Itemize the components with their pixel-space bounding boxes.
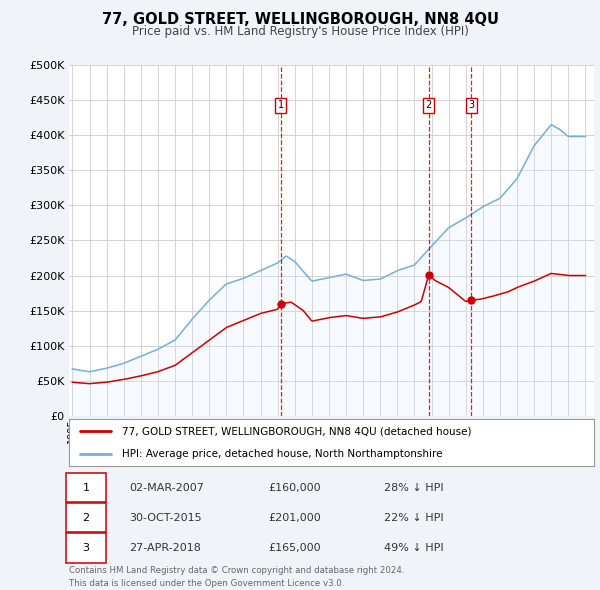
Text: 1: 1: [277, 100, 284, 110]
Text: 77, GOLD STREET, WELLINGBOROUGH, NN8 4QU: 77, GOLD STREET, WELLINGBOROUGH, NN8 4QU: [101, 12, 499, 27]
FancyBboxPatch shape: [67, 473, 106, 502]
Text: This data is licensed under the Open Government Licence v3.0.: This data is licensed under the Open Gov…: [69, 579, 344, 588]
Text: 2: 2: [83, 513, 89, 523]
Text: £165,000: £165,000: [269, 543, 321, 553]
Text: 02-MAR-2007: 02-MAR-2007: [130, 483, 204, 493]
Text: 3: 3: [83, 543, 89, 553]
Text: 22% ↓ HPI: 22% ↓ HPI: [384, 513, 443, 523]
Text: 2: 2: [425, 100, 432, 110]
Text: 3: 3: [469, 100, 475, 110]
FancyBboxPatch shape: [67, 533, 106, 562]
Text: 77, GOLD STREET, WELLINGBOROUGH, NN8 4QU (detached house): 77, GOLD STREET, WELLINGBOROUGH, NN8 4QU…: [121, 426, 471, 436]
Text: 28% ↓ HPI: 28% ↓ HPI: [384, 483, 443, 493]
Text: 49% ↓ HPI: 49% ↓ HPI: [384, 543, 443, 553]
Text: £201,000: £201,000: [269, 513, 321, 523]
Text: Contains HM Land Registry data © Crown copyright and database right 2024.: Contains HM Land Registry data © Crown c…: [69, 566, 404, 575]
Text: 30-OCT-2015: 30-OCT-2015: [130, 513, 202, 523]
Text: 27-APR-2018: 27-APR-2018: [130, 543, 201, 553]
Text: Price paid vs. HM Land Registry's House Price Index (HPI): Price paid vs. HM Land Registry's House …: [131, 25, 469, 38]
Text: 1: 1: [83, 483, 89, 493]
Text: HPI: Average price, detached house, North Northamptonshire: HPI: Average price, detached house, Nort…: [121, 449, 442, 459]
Text: £160,000: £160,000: [269, 483, 321, 493]
FancyBboxPatch shape: [67, 503, 106, 532]
